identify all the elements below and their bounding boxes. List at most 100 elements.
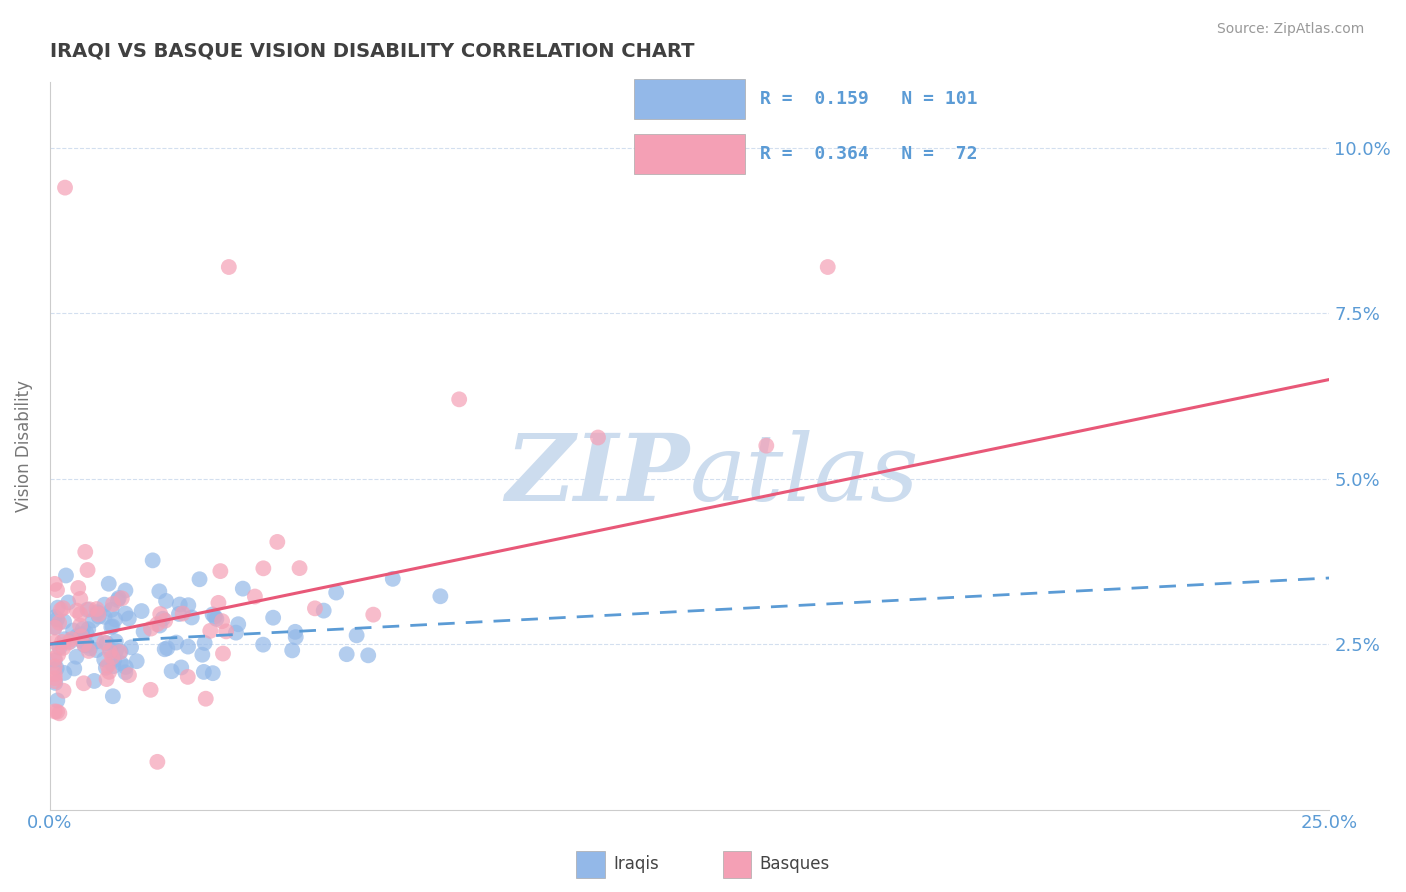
Point <box>45 661 67 675</box>
Point <box>83 673 105 688</box>
Point <box>118 611 141 625</box>
Text: IRAQI VS BASQUE VISION DISABILITY CORRELATION CHART: IRAQI VS BASQUE VISION DISABILITY CORREL… <box>49 42 695 61</box>
Point <box>381 572 404 586</box>
Point <box>44 610 66 624</box>
Point <box>201 666 224 681</box>
Text: Iraqis: Iraqis <box>613 855 659 873</box>
Point <box>172 607 194 621</box>
Point <box>194 636 217 650</box>
Point <box>96 672 118 686</box>
Point <box>146 617 169 632</box>
Point <box>52 601 75 615</box>
Point <box>101 619 124 633</box>
Point <box>170 660 193 674</box>
Point <box>76 602 98 616</box>
Point <box>165 635 187 649</box>
Point <box>148 584 170 599</box>
Point <box>93 652 115 666</box>
Bar <box>576 851 605 878</box>
Point <box>215 624 238 639</box>
Point <box>101 690 124 704</box>
Point <box>232 582 254 596</box>
Point <box>201 607 224 622</box>
Point <box>817 260 839 274</box>
Point <box>288 561 311 575</box>
Point <box>252 638 274 652</box>
Point <box>188 572 211 586</box>
Point <box>114 607 136 621</box>
Point <box>73 676 96 690</box>
Point <box>281 643 304 657</box>
Point <box>59 634 82 648</box>
Point <box>48 706 70 721</box>
Point <box>110 656 132 670</box>
Point <box>49 603 72 617</box>
Point <box>105 643 128 657</box>
Point <box>243 590 266 604</box>
Point <box>53 665 76 680</box>
Bar <box>723 851 751 878</box>
Point <box>153 642 176 657</box>
Point <box>93 610 115 624</box>
Point <box>98 645 121 659</box>
Point <box>46 648 69 662</box>
Point <box>125 654 148 668</box>
Point <box>44 620 66 634</box>
Point <box>86 602 108 616</box>
Text: R =  0.364   N =  72: R = 0.364 N = 72 <box>761 145 977 163</box>
Text: atlas: atlas <box>689 430 920 520</box>
Point <box>87 607 110 622</box>
Point <box>169 598 191 612</box>
Point <box>252 561 274 575</box>
Text: Source: ZipAtlas.com: Source: ZipAtlas.com <box>1216 22 1364 37</box>
Point <box>177 640 200 654</box>
Point <box>44 671 66 685</box>
Point <box>44 577 66 591</box>
Point <box>226 617 249 632</box>
Point <box>212 647 235 661</box>
Point <box>66 604 89 618</box>
Point <box>204 609 226 624</box>
Point <box>111 591 134 606</box>
Text: R =  0.159   N = 101: R = 0.159 N = 101 <box>761 90 977 108</box>
Point <box>86 634 108 648</box>
Point <box>69 591 91 606</box>
Point <box>70 629 93 643</box>
Point <box>79 602 101 616</box>
Point <box>48 615 70 630</box>
Point <box>53 632 76 647</box>
Point <box>200 624 222 638</box>
Point <box>44 635 66 649</box>
Point <box>139 682 162 697</box>
Point <box>177 670 200 684</box>
Point <box>55 568 77 582</box>
Point <box>262 610 284 624</box>
Point <box>160 664 183 678</box>
Point <box>139 622 162 636</box>
Point <box>132 624 155 639</box>
Point <box>218 260 240 274</box>
Point <box>46 583 69 598</box>
Point <box>142 553 165 567</box>
Point <box>93 598 115 612</box>
Point <box>131 604 153 618</box>
Point <box>107 591 129 605</box>
Point <box>103 659 125 673</box>
Point <box>755 439 778 453</box>
Point <box>155 594 177 608</box>
Point <box>69 607 91 622</box>
Point <box>46 693 69 707</box>
Point <box>44 667 66 681</box>
Point <box>104 612 127 626</box>
Point <box>209 564 232 578</box>
Point <box>48 640 70 655</box>
Point <box>77 644 100 658</box>
Point <box>152 612 174 626</box>
Point <box>325 585 347 599</box>
Point <box>73 638 96 652</box>
Point <box>149 607 172 621</box>
Point <box>97 658 120 673</box>
Point <box>100 643 122 657</box>
Point <box>56 595 79 609</box>
Point <box>205 612 228 626</box>
